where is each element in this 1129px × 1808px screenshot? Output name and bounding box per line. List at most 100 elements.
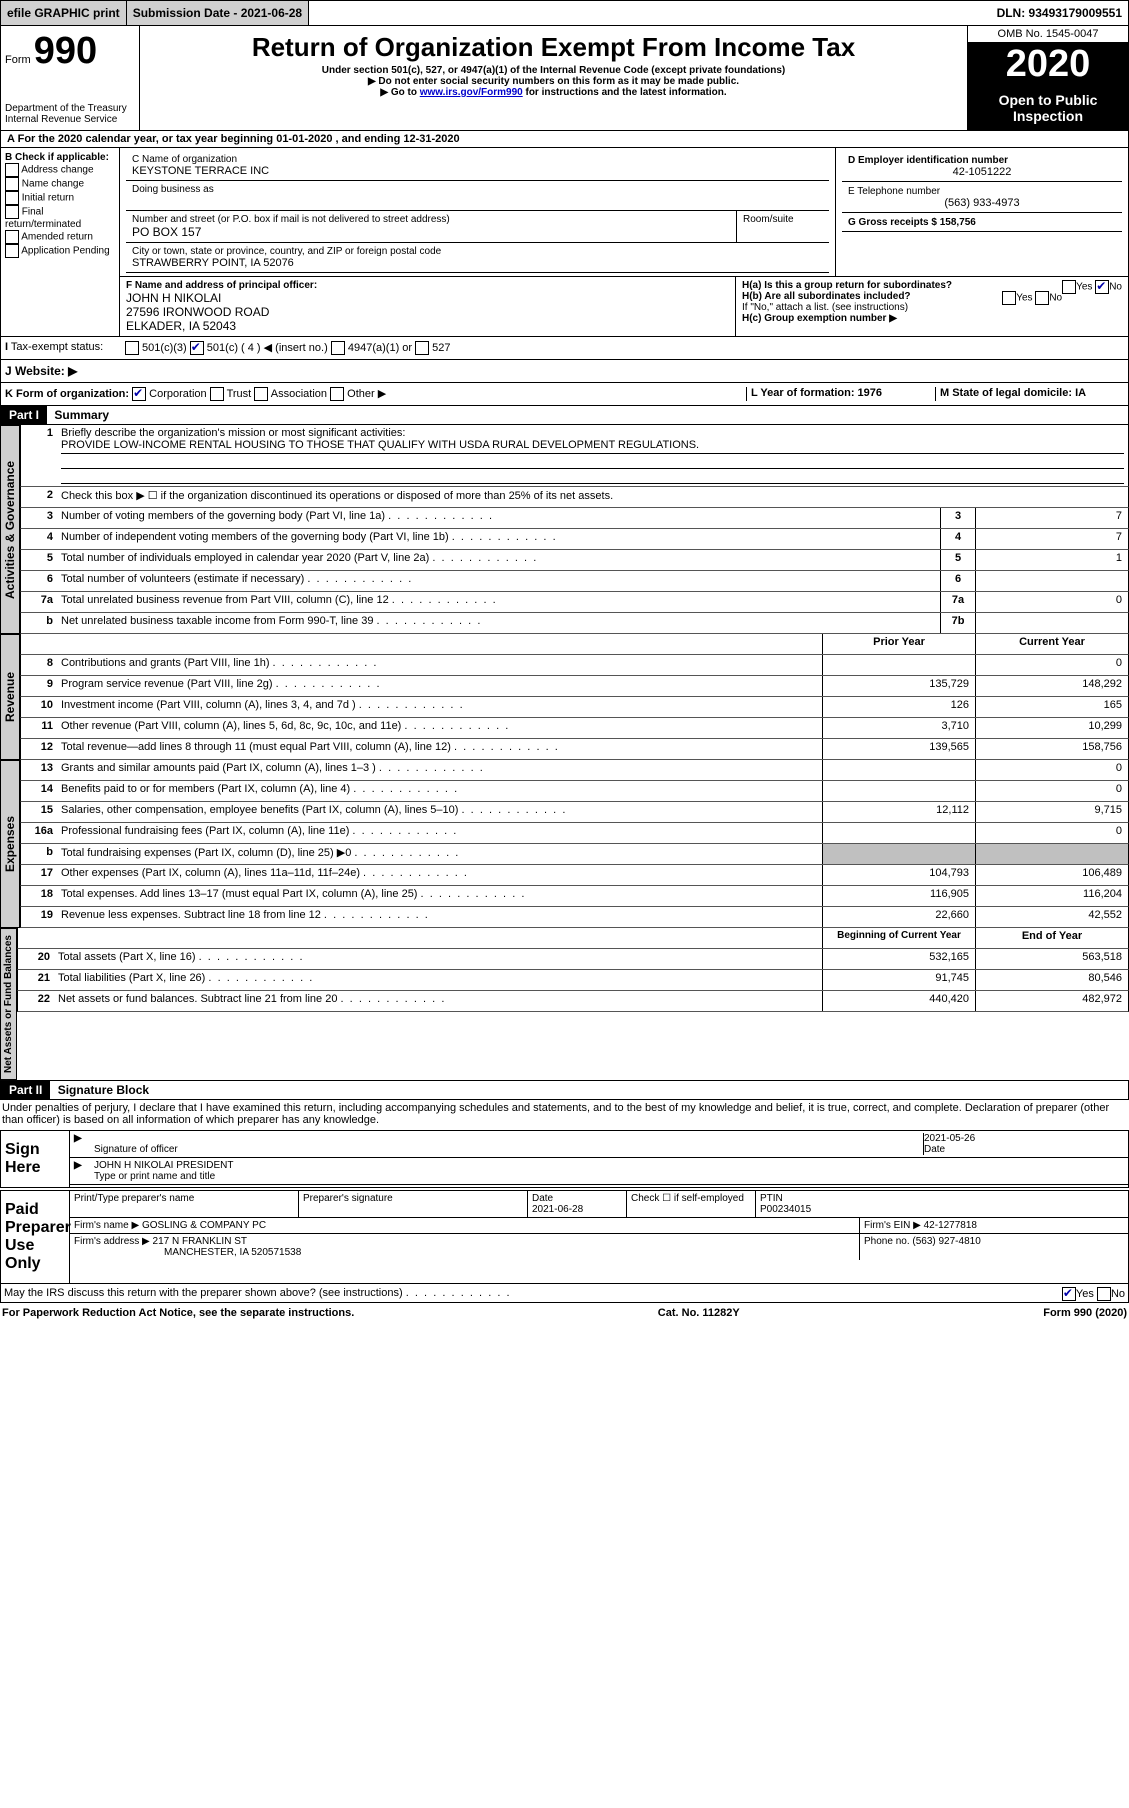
org-name-label: C Name of organization <box>132 154 823 165</box>
hb-yes[interactable] <box>1002 291 1016 305</box>
open-public: Open to Public Inspection <box>968 86 1128 130</box>
summary-row: 20Total assets (Part X, line 16)532,1655… <box>17 949 1129 970</box>
m-label: M State of legal domicile: IA <box>940 387 1086 399</box>
firm-name-label: Firm's name ▶ <box>74 1220 139 1231</box>
date-label: Date <box>924 1144 945 1155</box>
discuss-label: May the IRS discuss this return with the… <box>4 1287 403 1299</box>
line1-label: Briefly describe the organization's miss… <box>61 427 405 439</box>
officer-info: JOHN H NIKOLAI 27596 IRONWOOD ROAD ELKAD… <box>126 291 729 333</box>
part2-title: Signature Block <box>58 1083 149 1097</box>
summary-row: 22Net assets or fund balances. Subtract … <box>17 991 1129 1012</box>
summary-row: 7aTotal unrelated business revenue from … <box>20 592 1129 613</box>
firm-ein: 42-1277818 <box>924 1220 977 1231</box>
summary-row: bTotal fundraising expenses (Part IX, co… <box>20 844 1129 865</box>
penalty-text: Under penalties of perjury, I declare th… <box>0 1100 1129 1128</box>
firm-addr-label: Firm's address ▶ <box>74 1236 150 1247</box>
prep-date-label: Date <box>532 1193 553 1204</box>
firm-addr1: 217 N FRANKLIN ST <box>153 1236 247 1247</box>
tab-revenue: Revenue <box>0 634 20 760</box>
form990-link[interactable]: www.irs.gov/Form990 <box>420 87 523 98</box>
summary-row: bNet unrelated business taxable income f… <box>20 613 1129 634</box>
firm-ein-label: Firm's EIN ▶ <box>864 1220 921 1231</box>
form-label: Form <box>5 54 31 66</box>
hb-label: H(b) Are all subordinates included? <box>742 291 911 302</box>
prep-name-label: Print/Type preparer's name <box>70 1191 299 1217</box>
tab-expenses: Expenses <box>0 760 20 928</box>
col-end: End of Year <box>975 928 1128 948</box>
ein: 42-1051222 <box>848 166 1116 178</box>
summary-row: 18Total expenses. Add lines 13–17 (must … <box>20 886 1129 907</box>
part2-label: Part II <box>1 1081 50 1099</box>
summary-row: 13Grants and similar amounts paid (Part … <box>20 760 1129 781</box>
summary-row: 3Number of voting members of the governi… <box>20 508 1129 529</box>
ha-no[interactable] <box>1095 280 1109 294</box>
check-501c[interactable] <box>190 341 204 355</box>
summary-row: 11Other revenue (Part VIII, column (A), … <box>20 718 1129 739</box>
period-line: A For the 2020 calendar year, or tax yea… <box>1 131 466 147</box>
officer-sig-name: JOHN H NIKOLAI PRESIDENT <box>94 1160 233 1171</box>
ptin-label: PTIN <box>760 1193 783 1204</box>
check-initial[interactable] <box>5 191 19 205</box>
type-label: Type or print name and title <box>94 1171 215 1182</box>
summary-row: 5Total number of individuals employed in… <box>20 550 1129 571</box>
summary-row: 4Number of independent voting members of… <box>20 529 1129 550</box>
check-4947[interactable] <box>331 341 345 355</box>
arrow-icon: ▶ <box>74 1133 94 1155</box>
org-name: KEYSTONE TERRACE INC <box>132 165 823 177</box>
ptin: P00234015 <box>760 1204 811 1215</box>
ein-label: D Employer identification number <box>848 155 1008 166</box>
discuss-no[interactable] <box>1097 1287 1111 1301</box>
check-assoc[interactable] <box>254 387 268 401</box>
summary-row: 8Contributions and grants (Part VIII, li… <box>20 655 1129 676</box>
hb-no[interactable] <box>1035 291 1049 305</box>
summary-row: 19Revenue less expenses. Subtract line 1… <box>20 907 1129 928</box>
summary-row: 15Salaries, other compensation, employee… <box>20 802 1129 823</box>
check-address[interactable] <box>5 163 19 177</box>
discuss-yes[interactable] <box>1062 1287 1076 1301</box>
prep-date: 2021-06-28 <box>532 1204 583 1215</box>
summary-row: 12Total revenue—add lines 8 through 11 (… <box>20 739 1129 760</box>
firm-addr2: MANCHESTER, IA 520571538 <box>164 1247 301 1258</box>
note1: Do not enter social security numbers on … <box>378 76 739 87</box>
col-beg: Beginning of Current Year <box>822 928 975 948</box>
check-pending[interactable] <box>5 244 19 258</box>
submission-date: Submission Date - 2021-06-28 <box>127 1 309 25</box>
tax-exempt-label: Tax-exempt status: <box>11 341 103 353</box>
mission-text: PROVIDE LOW-INCOME RENTAL HOUSING TO THO… <box>61 439 1124 454</box>
check-amended[interactable] <box>5 230 19 244</box>
summary-row: 10Investment income (Part VIII, column (… <box>20 697 1129 718</box>
check-other[interactable] <box>330 387 344 401</box>
check-501c3[interactable] <box>125 341 139 355</box>
note2-pre: Go to <box>391 87 420 98</box>
phone: (563) 933-4973 <box>848 197 1116 209</box>
check-name[interactable] <box>5 177 19 191</box>
summary-row: 6Total number of volunteers (estimate if… <box>20 571 1129 592</box>
col-curr: Current Year <box>975 634 1128 654</box>
form-header: Form 990 Department of the Treasury Inte… <box>0 26 1129 131</box>
footer-right: Form 990 (2020) <box>1043 1307 1127 1319</box>
tax-year: 2020 <box>968 43 1128 86</box>
dba-label: Doing business as <box>132 184 823 195</box>
part1-title: Summary <box>54 408 109 422</box>
form-title: Return of Organization Exempt From Incom… <box>146 32 961 63</box>
summary-row: 14Benefits paid to or for members (Part … <box>20 781 1129 802</box>
check-527[interactable] <box>415 341 429 355</box>
h-note: If "No," attach a list. (see instruction… <box>742 302 1122 313</box>
paid-preparer-block: Paid Preparer Use Only Print/Type prepar… <box>0 1190 1129 1284</box>
city: STRAWBERRY POINT, IA 52076 <box>132 257 823 269</box>
summary-row: 21Total liabilities (Part X, line 26)91,… <box>17 970 1129 991</box>
check-corp[interactable] <box>132 387 146 401</box>
hc-label: H(c) Group exemption number ▶ <box>742 313 897 324</box>
prep-sig-label: Preparer's signature <box>299 1191 528 1217</box>
summary-row: 17Other expenses (Part IX, column (A), l… <box>20 865 1129 886</box>
footer-left: For Paperwork Reduction Act Notice, see … <box>2 1307 354 1319</box>
tab-netassets: Net Assets or Fund Balances <box>0 928 17 1080</box>
efile-label[interactable]: efile GRAPHIC print <box>1 1 127 25</box>
sig-officer-label: Signature of officer <box>94 1144 178 1155</box>
firm-phone: Phone no. (563) 927-4810 <box>860 1234 1128 1260</box>
ha-yes[interactable] <box>1062 280 1076 294</box>
check-self[interactable]: Check ☐ if self-employed <box>627 1191 756 1217</box>
check-trust[interactable] <box>210 387 224 401</box>
firm-name: GOSLING & COMPANY PC <box>142 1220 266 1231</box>
check-final[interactable] <box>5 205 19 219</box>
